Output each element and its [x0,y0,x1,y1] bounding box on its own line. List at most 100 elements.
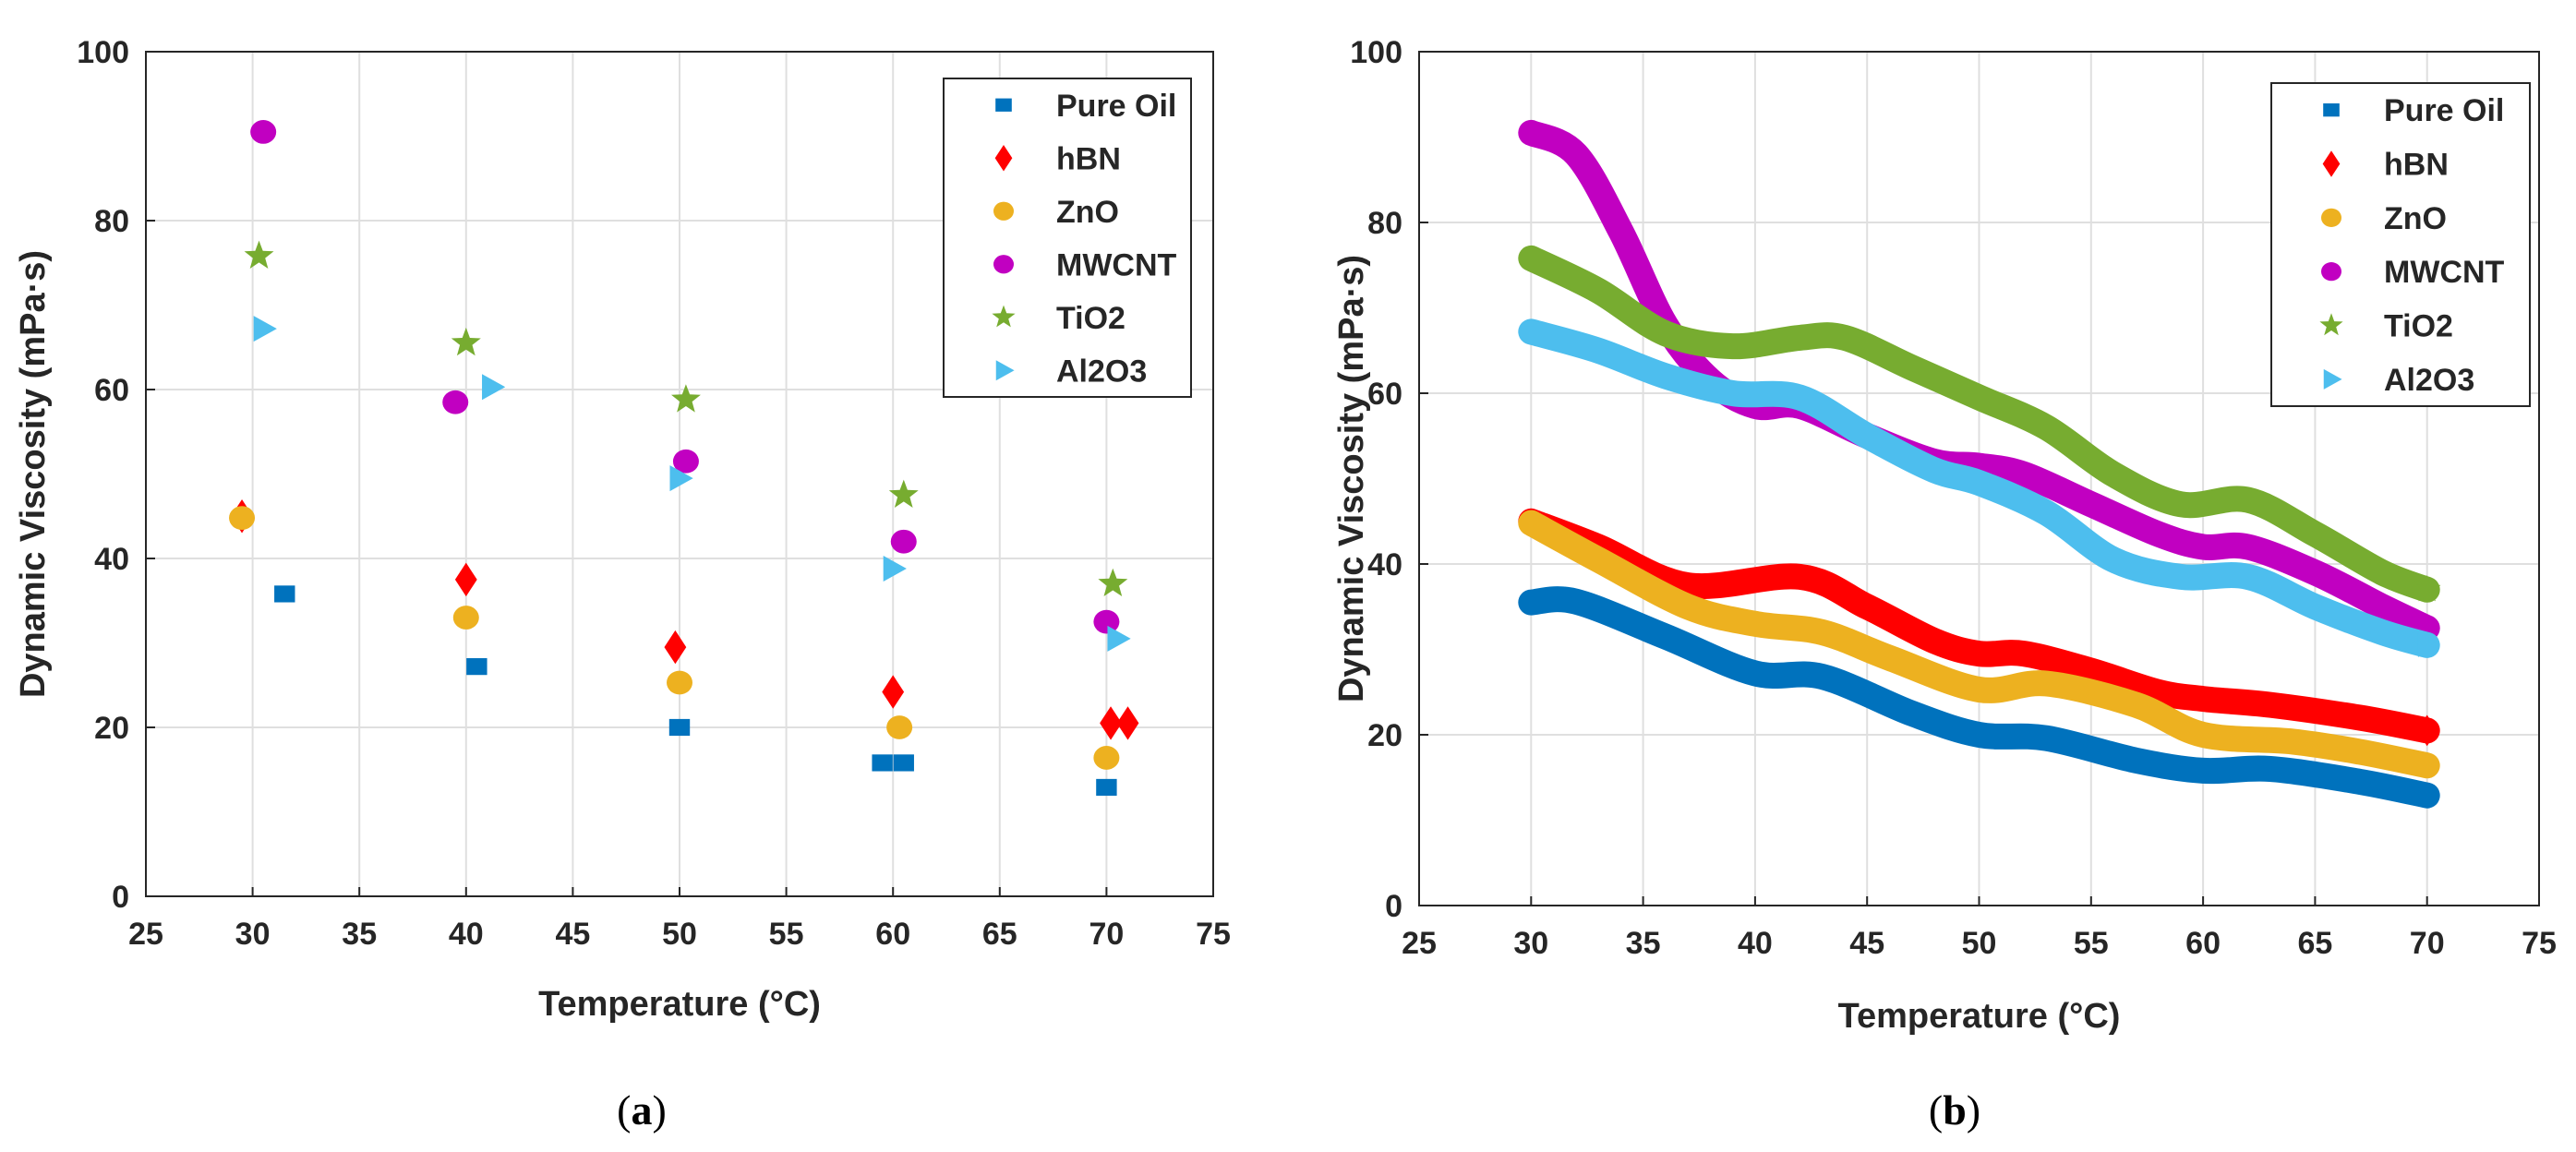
legend-marker-hbn [994,144,1013,172]
data-series [229,120,1139,797]
series-end-marker [2417,632,2440,657]
caption-open-paren: ( [617,1086,631,1134]
y-tick-label: 20 [1367,718,1402,753]
data-point-hbn [882,675,905,709]
data-point-tio2 [671,384,701,413]
data-point-pure-oil [1096,778,1117,797]
legend-label-al2o3: Al2O3 [1056,354,1147,389]
series-pure-oil [274,585,1117,797]
legend-marker-zno [2321,208,2341,227]
series-end-marker [2417,787,2438,804]
x-tick-label: 55 [769,917,804,952]
data-point-pure-oil [466,658,488,676]
data-point-al2o3 [1107,625,1131,652]
x-tick-label: 35 [342,917,377,952]
data-point-zno [667,670,692,695]
x-tick-label: 65 [982,917,1017,952]
data-point-pure-oil [274,585,295,603]
data-point-pure-oil [872,754,893,772]
series-line-tio2 [1518,245,2440,603]
caption-close-paren: ) [653,1086,667,1134]
legend-label-zno: ZnO [1056,195,1119,230]
data-point-tio2 [244,240,274,269]
x-tick-label: 30 [1513,926,1548,961]
series-tio2 [244,240,1128,596]
x-tick-label: 25 [1402,926,1437,961]
x-tick-label: 50 [1962,926,1997,961]
series-al2o3 [253,316,1131,652]
x-axis-title: Temperature (°C) [538,985,821,1024]
data-point-al2o3 [482,374,506,401]
legend-marker-zno [993,201,1014,221]
legend-label-mwcnt: MWCNT [1056,247,1177,282]
data-point-al2o3 [253,316,277,342]
series-mwcnt [250,120,1120,634]
data-point-tio2 [888,479,919,508]
x-tick-label: 55 [2074,926,2109,961]
series-end-marker [2413,575,2441,602]
legend-marker-mwcnt [2321,262,2341,282]
series-line-al2o3 [1518,318,2440,658]
legend: Pure Oil hBN ZnO MWCNT TiO2 Al2O3 [2270,82,2531,407]
y-tick-label: 20 [94,711,129,746]
data-point-hbn [664,630,687,665]
caption-letter: b [1943,1086,1967,1134]
panel-caption: (a) [617,1086,667,1134]
data-point-pure-oil [668,718,691,737]
data-point-zno [886,715,913,739]
legend-label-pure-oil: Pure Oil [1056,89,1176,124]
series-zno [229,506,1120,770]
data-point-hbn [1116,706,1139,740]
data-point-mwcnt [442,390,469,414]
series-tio2 [1518,245,2441,603]
data-point-al2o3 [883,555,907,582]
series-al2o3 [1518,318,2440,658]
legend-box [943,78,1192,398]
x-tick-label: 45 [555,917,590,952]
legend-label-al2o3: Al2O3 [2384,363,2474,398]
legend-marker-mwcnt [993,255,1014,274]
x-tick-label: 25 [128,917,163,952]
x-tick-label: 75 [1196,917,1231,952]
x-tick-label: 40 [449,917,484,952]
series-line-hbn [1518,508,2440,744]
y-tick-label: 0 [112,880,129,915]
legend-label-tio2: TiO2 [1056,301,1125,336]
legend-label-tio2: TiO2 [2384,309,2453,344]
data-point-hbn [1100,706,1122,740]
data-series [1518,119,2441,809]
data-point-hbn [454,562,477,597]
legend-label-pure-oil: Pure Oil [2384,93,2504,128]
legend: Pure Oil hBN ZnO MWCNT TiO2 Al2O3 [943,78,1192,398]
legend-marker-tio2 [992,305,1016,328]
caption-open-paren: ( [1929,1086,1943,1134]
data-point-mwcnt [1093,609,1120,634]
legend-box [2270,82,2531,407]
series-end-marker [2416,714,2438,747]
x-tick-label: 60 [875,917,910,952]
x-tick-label: 50 [662,917,697,952]
series-pure-oil [1518,586,2440,809]
data-point-tio2 [451,327,481,356]
data-point-pure-oil [893,754,914,772]
x-tick-label: 65 [2297,926,2332,961]
caption-close-paren: ) [1967,1086,1980,1134]
legend-marker-pure-oil [995,98,1012,112]
legend-label-hbn: hBN [2384,148,2449,183]
x-tick-label: 75 [2522,926,2557,961]
legend-marker-pure-oil [2323,103,2340,117]
y-tick-label: 100 [1350,35,1402,70]
series-end-marker [2414,754,2439,777]
data-point-al2o3 [669,465,693,492]
chart-panel-a: 25 30 35 40 45 50 55 60 65 70 75 0 20 40 60 80 100 Temper… [14,35,1231,1134]
caption-letter: a [632,1086,653,1134]
data-point-tio2 [1098,568,1128,596]
legend-label-hbn: hBN [1056,141,1121,176]
series-line-pure-oil [1518,586,2440,809]
y-axis-title: Dynamic Viscosity (mPa·s) [1332,255,1371,702]
y-tick-label: 40 [1367,547,1402,582]
x-tick-label: 70 [2410,926,2445,961]
x-tick-label: 60 [2185,926,2221,961]
data-point-mwcnt [890,529,917,554]
